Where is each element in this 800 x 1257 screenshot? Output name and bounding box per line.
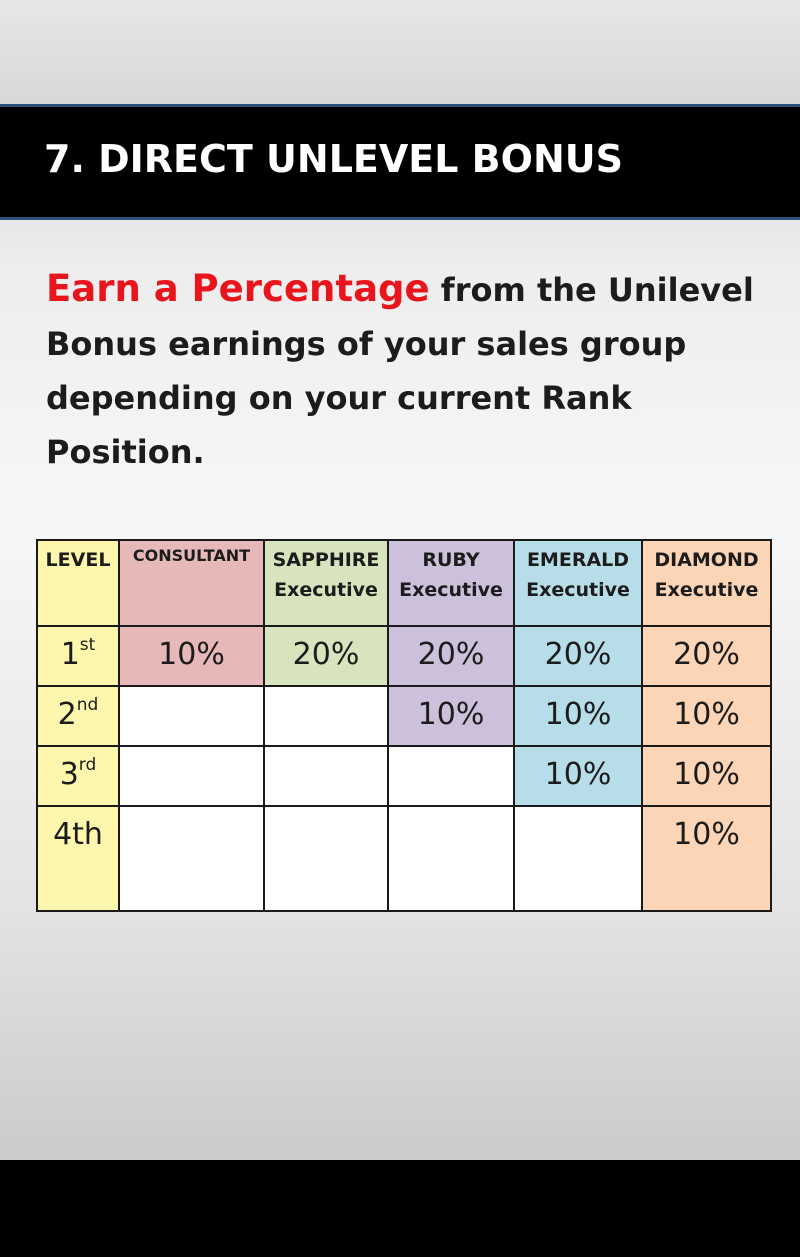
bonus-table: LEVEL CONSULTANT SAPPHIRE Executive RUBY… <box>36 539 772 912</box>
value-cell <box>118 805 265 912</box>
table-header-row: LEVEL CONSULTANT SAPPHIRE Executive RUBY… <box>36 539 772 627</box>
value-cell: 20% <box>263 625 389 687</box>
header-sapphire-label: SAPPHIRE <box>272 549 380 571</box>
table-row: 1st 10% 20% 20% 20% 20% <box>36 625 772 687</box>
level-number: 3 <box>59 757 79 792</box>
level-suffix: rd <box>78 755 97 775</box>
value-cell: 10% <box>513 685 643 747</box>
header-diamond-sub: Executive <box>654 579 759 601</box>
level-cell: 2nd <box>36 685 120 747</box>
level-suffix: nd <box>76 695 99 715</box>
value-cell: 20% <box>387 625 515 687</box>
header-ruby-label: RUBY <box>422 549 480 571</box>
page-title: 7. DIRECT UNLEVEL BONUS <box>44 137 623 181</box>
header-ruby-sub: Executive <box>399 579 503 601</box>
value-cell <box>118 745 265 807</box>
header-emerald-sub: Executive <box>526 579 630 601</box>
value-cell: 10% <box>118 625 265 687</box>
value-cell <box>387 745 515 807</box>
value-cell: 10% <box>641 805 772 912</box>
table-row: 4th 10% <box>36 805 772 912</box>
bottom-bar <box>0 1160 800 1257</box>
value-cell <box>263 805 389 912</box>
header-consultant-label: CONSULTANT <box>132 546 251 565</box>
header-level: LEVEL <box>36 539 120 627</box>
value-cell <box>513 805 643 912</box>
intro-paragraph: Earn a Percentage from the Unilevel Bonu… <box>46 262 766 479</box>
title-bar: 7. DIRECT UNLEVEL BONUS <box>0 104 800 220</box>
header-emerald-label: EMERALD <box>526 549 630 571</box>
header-level-label: LEVEL <box>45 549 111 571</box>
header-diamond: DIAMOND Executive <box>641 539 772 627</box>
value-cell: 10% <box>513 745 643 807</box>
level-number: 4th <box>53 817 103 852</box>
level-number: 1 <box>60 637 80 672</box>
intro-highlight: Earn a Percentage <box>46 267 430 310</box>
level-cell: 4th <box>36 805 120 912</box>
level-cell: 1st <box>36 625 120 687</box>
header-diamond-label: DIAMOND <box>654 549 759 571</box>
level-cell: 3rd <box>36 745 120 807</box>
table-row: 2nd 10% 10% 10% <box>36 685 772 747</box>
header-ruby: RUBY Executive <box>387 539 515 627</box>
value-cell <box>387 805 515 912</box>
value-cell <box>263 745 389 807</box>
level-suffix: st <box>79 635 96 655</box>
value-cell <box>118 685 265 747</box>
value-cell: 20% <box>641 625 772 687</box>
value-cell <box>263 685 389 747</box>
value-cell: 10% <box>387 685 515 747</box>
table-row: 3rd 10% 10% <box>36 745 772 807</box>
header-emerald: EMERALD Executive <box>513 539 643 627</box>
header-sapphire-sub: Executive <box>274 579 378 601</box>
value-cell: 10% <box>641 685 772 747</box>
intro-text: from the Unilevel Bonus earnings of your… <box>46 271 754 471</box>
level-number: 2 <box>57 697 77 732</box>
value-cell: 20% <box>513 625 643 687</box>
header-consultant: CONSULTANT <box>118 539 265 627</box>
header-sapphire: SAPPHIRE Executive <box>263 539 389 627</box>
value-cell: 10% <box>641 745 772 807</box>
top-gap <box>0 0 800 104</box>
